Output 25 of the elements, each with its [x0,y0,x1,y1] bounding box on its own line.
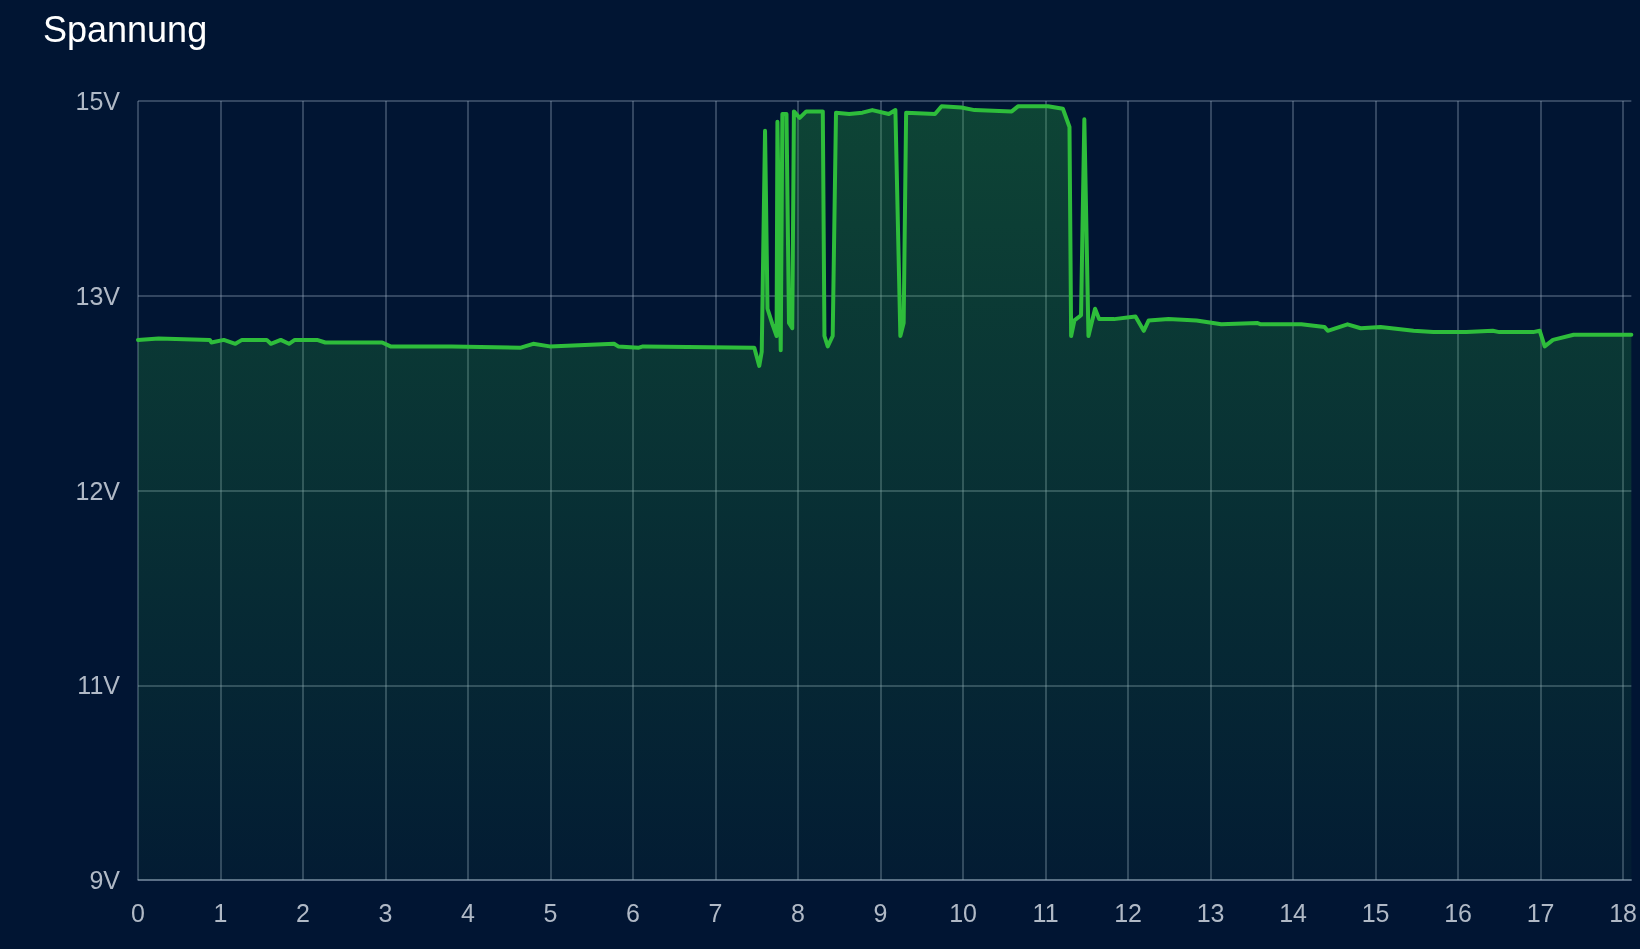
y-tick-label: 9V [89,866,121,894]
x-tick-label: 1 [213,898,228,927]
x-tick-label: 7 [708,898,723,927]
x-tick-label: 4 [461,898,476,927]
x-tick-label: 13 [1196,898,1225,927]
y-tick-label: 11V [77,671,121,700]
x-tick-label: 16 [1444,898,1472,927]
y-tick-label: 13V [75,281,121,310]
x-tick-label: 3 [378,898,393,927]
y-tick-label: 12V [75,476,121,505]
x-tick-label: 14 [1279,898,1308,927]
x-tick-label: 8 [791,898,805,927]
y-tick-label: 15V [75,87,121,115]
x-tick-label: 15 [1361,898,1390,927]
x-tick-label: 9 [873,898,888,927]
x-tick-label: 18 [1609,898,1637,927]
x-tick-label: 0 [131,898,145,927]
x-tick-label: 11 [1032,898,1059,927]
x-tick-label: 10 [949,898,977,927]
x-tick-label: 6 [626,898,640,927]
chart-title: Spannung [43,8,208,50]
x-tick-label: 17 [1526,898,1555,927]
x-tick-label: 5 [543,898,558,927]
x-tick-label: 12 [1114,898,1142,927]
x-tick-label: 2 [296,898,310,927]
